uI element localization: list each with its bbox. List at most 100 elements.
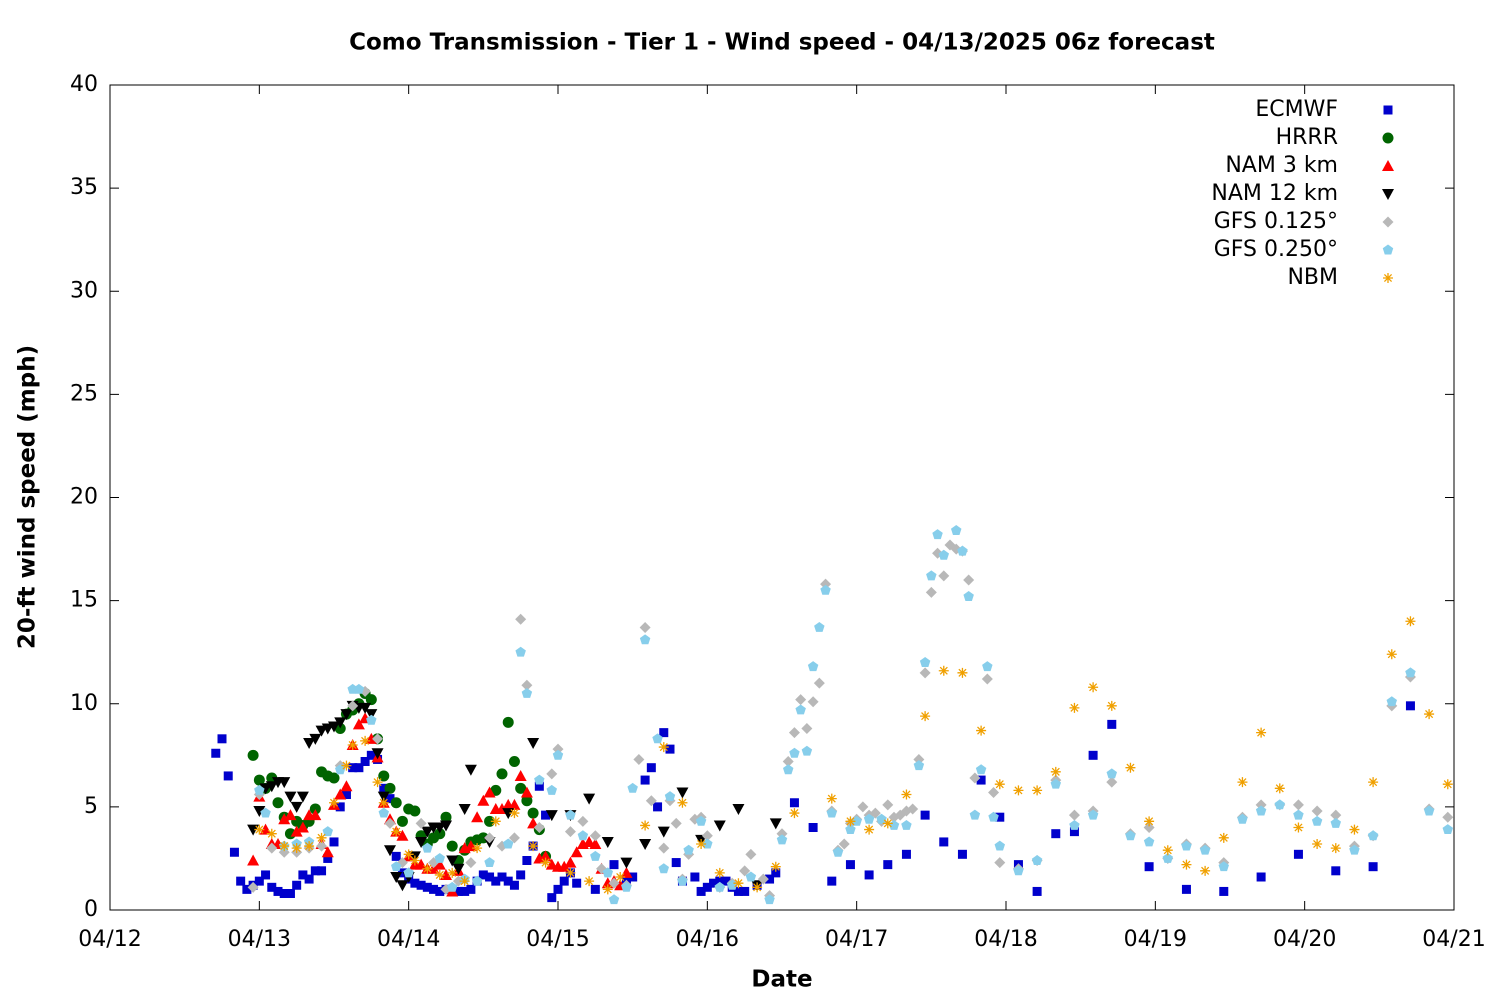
data-point [547,893,557,903]
data-point [1368,862,1378,872]
data-point [334,788,347,800]
data-point [1442,779,1453,790]
data-point [864,824,875,835]
data-point [627,782,638,793]
data-point [820,584,831,595]
data-point [1442,811,1454,823]
data-point [1051,829,1061,839]
data-point [1311,805,1323,817]
x-tick-label: 04/16 [676,927,739,952]
data-point [534,774,545,785]
data-point [789,798,799,808]
data-point [1162,852,1174,863]
data-point [745,848,757,860]
data-point [266,828,277,839]
data-point [807,661,819,672]
data-point [677,875,688,886]
legend-marker [1382,216,1394,228]
data-point [371,748,384,760]
data-point [658,863,670,874]
data-point [317,866,327,876]
data-point [265,781,278,793]
data-point [652,733,663,744]
data-point [477,794,490,806]
x-tick-label: 04/21 [1422,927,1485,952]
data-point [869,807,881,819]
data-point [1405,667,1416,678]
x-tick-label: 04/17 [825,927,888,952]
data-point [938,549,950,560]
data-point [658,742,669,753]
data-point [533,822,545,833]
data-point [490,816,501,827]
legend-label: NAM 12 km [1211,181,1338,206]
data-point [1068,809,1080,821]
data-point [577,830,589,841]
data-point [378,797,389,808]
data-point [1144,862,1154,872]
data-point [384,782,396,794]
data-point [309,733,322,745]
data-point [1219,886,1229,896]
data-point [247,881,259,893]
legend-label: GFS 0.250° [1214,237,1338,262]
data-point [366,714,377,725]
data-point [409,805,421,817]
data-point [391,826,402,837]
data-point [472,843,483,854]
data-point [378,807,390,818]
data-point [615,872,626,882]
data-point [464,764,477,776]
data-point [584,876,595,887]
data-point [415,817,427,829]
data-point [733,878,744,889]
data-point [690,872,700,882]
data-point [565,867,576,878]
data-point [328,772,340,784]
data-point [1292,799,1304,811]
data-point [739,865,751,877]
data-point [546,784,558,795]
data-point [888,819,900,830]
data-point [670,817,682,829]
data-point [925,586,937,598]
data-point [496,768,508,780]
data-point [236,876,246,886]
data-point [565,809,576,820]
data-point [260,807,271,818]
data-point [620,866,633,878]
data-point [776,834,788,845]
data-point [334,764,346,775]
data-point [726,879,738,890]
data-point [745,871,757,882]
data-point [564,826,576,838]
data-point [422,863,433,874]
data-point [266,842,278,854]
data-point [521,795,533,807]
data-point [247,824,260,836]
data-point [372,733,384,745]
data-point [446,840,458,852]
data-point [602,867,614,878]
data-point [403,849,414,860]
data-point [377,791,390,803]
data-point [1368,777,1379,788]
data-point [359,702,372,714]
x-tick-label: 04/15 [526,927,589,952]
data-point [572,878,582,888]
data-point [639,839,652,850]
data-point [259,823,272,835]
data-point [1330,809,1342,821]
data-point [254,824,265,835]
data-point [963,574,975,586]
x-tick-label: 04/12 [78,927,141,952]
data-point [920,711,931,722]
data-point [446,855,459,867]
data-point [440,868,452,880]
data-point [1106,700,1117,711]
data-point [590,884,600,894]
data-point [701,830,713,842]
data-point [583,793,596,805]
